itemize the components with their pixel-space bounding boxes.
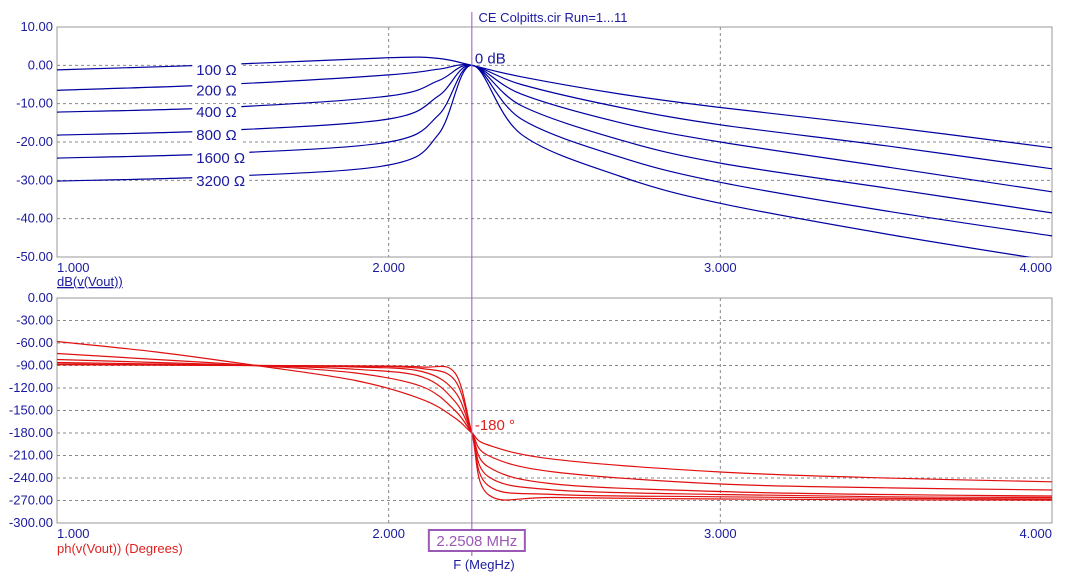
magnitude-series-6 [57,64,1032,257]
x-tick-label: 4.000 [1019,260,1052,275]
phase-series-4 [57,361,1052,499]
y-tick-label: -180.00 [9,425,53,440]
magnitude-series-5 [57,64,1052,237]
x-tick-label: 4.000 [1019,526,1052,541]
cursor-readout: 2.2508 MHz [436,533,517,550]
magnitude-series-4 [57,64,1052,214]
magnitude-series-3 [57,64,1052,193]
series-label: 100 Ω [196,62,236,79]
series-label-bg [192,82,242,99]
y-tick-label: -240.00 [9,470,53,485]
plot-frame [56,26,1053,258]
y-tick-label: -50.00 [16,249,53,264]
series-label: 800 Ω [196,127,236,144]
y-tick-label: 0.00 [28,57,53,72]
series-label-bg [192,150,250,167]
y-tick-label: -150.00 [9,403,53,418]
phase-panel: 0.00 -30.00 -60.00 -90.00 -120.00 -150.00 -180… [9,290,1053,556]
series-label: 3200 Ω [196,173,245,190]
x-tick-label: 1.000 [57,526,90,541]
phase-series-3 [57,358,1052,497]
series-label: 1600 Ω [196,150,245,167]
y-tick-label: -90.00 [16,358,53,373]
y-tick-label: -20.00 [16,134,53,149]
series-label-bg [192,173,250,190]
plot-title: CE Colpitts.cir Run=1...11 [479,10,628,25]
magnitude-series-1 [57,56,1052,149]
series-label-bg [192,127,242,144]
x-axis-label: F (MegHz) [453,557,514,572]
plot-frame [56,297,1053,524]
series-label-bg [192,61,242,78]
y-tick-label: -300.00 [9,515,53,530]
phase-series-1 [57,340,1052,483]
cursor-readout-box[interactable] [427,529,526,552]
phase-series-6 [57,364,1052,501]
y-tick-label: 0.00 [28,290,53,305]
x-tick-label: 1.000 [57,260,90,275]
y-tick-label: -120.00 [9,380,53,395]
y-tick-label: -210.00 [9,448,53,463]
y-tick-label: 10.00 [20,19,53,34]
y-tick-label: -40.00 [16,211,53,226]
y-tick-label: -30.00 [16,172,53,187]
zero-db-annotation: 0 dB [475,50,506,67]
series-label-bg [192,104,242,121]
magnitude-axis-label: dB(v(Vout)) [57,274,123,289]
phase-series-2 [57,352,1052,491]
phase-axis-label: ph(v(Vout)) (Degrees) [57,541,183,556]
y-tick-label: -30.00 [16,313,53,328]
y-tick-label: -270.00 [9,493,53,508]
magnitude-panel: 10.00 0.00 -10.00 -20.00 -30.00 -40.00 -50.00 1… [16,19,1053,289]
series-label: 200 Ω [196,82,236,99]
x-tick-label: 2.000 [372,260,405,275]
y-tick-label: -10.00 [16,96,53,111]
phase-180-annotation: -180 ° [475,417,515,434]
series-label: 400 Ω [196,104,236,121]
x-tick-label: 3.000 [704,526,737,541]
y-tick-label: -60.00 [16,335,53,350]
magnitude-series-2 [57,64,1052,170]
x-tick-label: 2.000 [372,526,405,541]
x-tick-label: 3.000 [704,260,737,275]
